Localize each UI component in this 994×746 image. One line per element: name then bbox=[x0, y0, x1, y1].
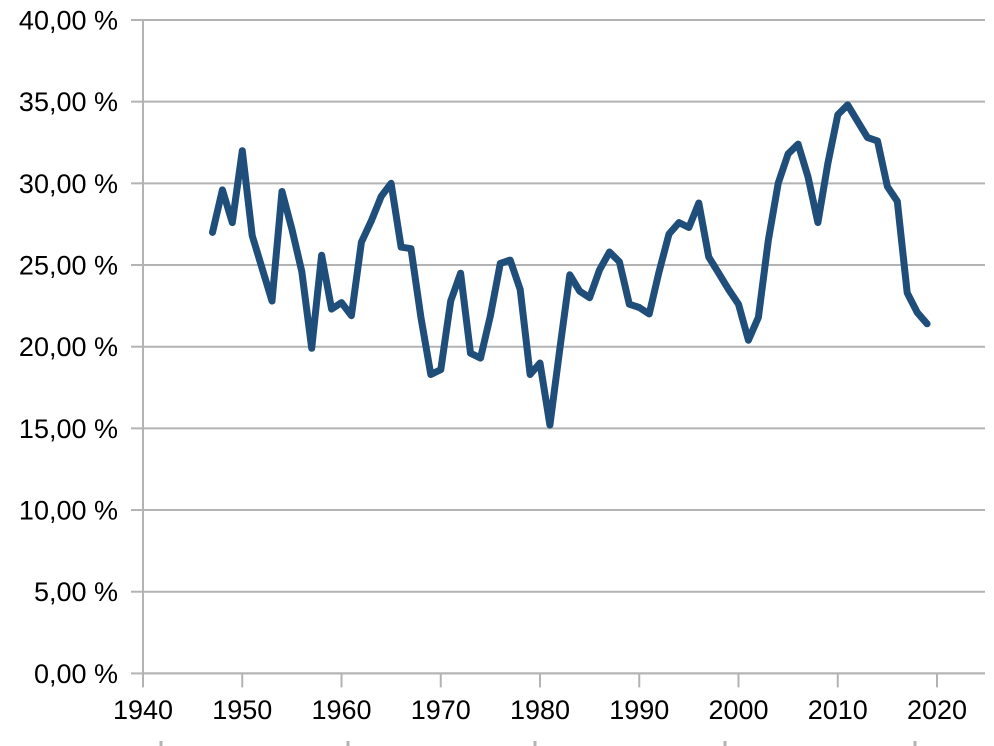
x-tick-label: 1970 bbox=[411, 695, 471, 725]
x-tick-label: 1940 bbox=[113, 695, 173, 725]
x-tick-label: 2000 bbox=[708, 695, 768, 725]
y-tick-label: 10,00 % bbox=[19, 496, 118, 526]
y-tick-label: 20,00 % bbox=[19, 332, 118, 362]
series-line bbox=[209, 101, 931, 429]
y-tick-label: 0,00 % bbox=[34, 659, 118, 689]
y-axis-tick-labels: 40,00 % 35,00 % 30,00 % 25,00 % 20,00 % 15,00… bbox=[19, 6, 118, 689]
data-series bbox=[209, 101, 931, 429]
x-tick-label: 2010 bbox=[808, 695, 868, 725]
y-tick-label: 35,00 % bbox=[19, 87, 118, 117]
y-tick-label: 25,00 % bbox=[19, 251, 118, 281]
x-tick-label: 1990 bbox=[609, 695, 669, 725]
y-tick-label: 15,00 % bbox=[19, 414, 118, 444]
x-axis-tick-labels: 1940 1950 1960 1970 1980 1990 2000 2010 2020 bbox=[113, 695, 967, 725]
y-tick-label: 40,00 % bbox=[19, 6, 118, 36]
y-tick-label: 30,00 % bbox=[19, 169, 118, 199]
cropped-bottom-marks bbox=[159, 741, 917, 746]
axis-ticks bbox=[131, 19, 938, 688]
y-tick-label: 5,00 % bbox=[34, 577, 118, 607]
x-tick-label: 2020 bbox=[907, 695, 967, 725]
x-tick-label: 1980 bbox=[510, 695, 570, 725]
x-tick-label: 1950 bbox=[212, 695, 272, 725]
x-tick-label: 1960 bbox=[311, 695, 371, 725]
